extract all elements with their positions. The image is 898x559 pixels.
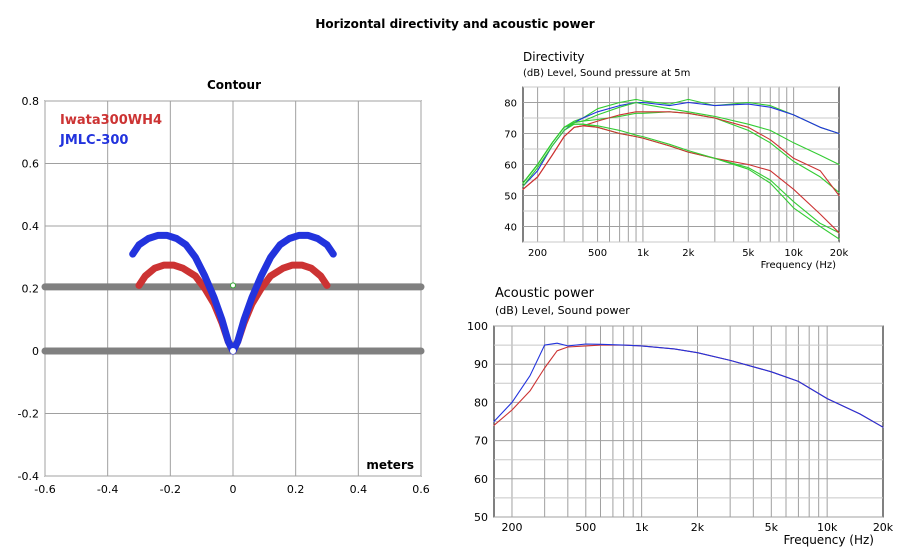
y-tick-label: 60 — [504, 161, 517, 172]
contour-chart: Contour -0.6 -0.4 -0.2 0 0.2 0.4 0.6 -0.4-0.20… — [18, 78, 430, 496]
contour-legend-jmlc: JMLC-300 — [59, 133, 128, 148]
y-tick-label: 0 — [32, 345, 39, 358]
x-tick-label: 0 — [230, 483, 237, 496]
acoustic-power-grid — [494, 325, 883, 518]
y-tick-label: 0.4 — [22, 220, 40, 233]
contour-series — [41, 231, 425, 355]
y-tick-label: 50 — [504, 192, 517, 203]
acoustic-power-title: Acoustic power — [495, 286, 595, 301]
y-tick-label: 80 — [504, 99, 517, 110]
directivity-series — [522, 98, 840, 240]
series-line-6 — [522, 111, 840, 197]
y-tick-label: 0.6 — [22, 158, 40, 171]
x-tick-label: 500 — [575, 521, 596, 534]
y-tick-label: 90 — [474, 358, 488, 371]
directivity-x-axis-label: Frequency (Hz) — [761, 260, 837, 271]
acoustic-power-y-ticks: 50 60 70 80 90 100 — [467, 320, 488, 524]
x-tick-label: 200 — [528, 248, 547, 259]
x-tick-label: 0.6 — [412, 483, 430, 496]
x-tick-label: 200 — [501, 521, 522, 534]
center-marker — [230, 282, 236, 289]
contour-legend-iwata: Iwata300WH4 — [60, 113, 162, 128]
y-tick-label: 70 — [504, 130, 517, 141]
y-tick-label: 50 — [474, 511, 488, 524]
x-tick-label: 2k — [691, 521, 705, 534]
x-tick-label: 5k — [742, 248, 754, 259]
contour-x-ticks: -0.6 -0.4 -0.2 0 0.2 0.4 0.6 — [34, 483, 429, 496]
acoustic-power-chart: Acoustic power (dB) Level, Sound power 2… — [467, 286, 894, 547]
y-tick-label: -0.2 — [18, 408, 39, 421]
y-tick-label: 80 — [474, 396, 488, 409]
directivity-y-ticks: 40 50 60 70 80 — [504, 99, 517, 234]
contour-y-ticks: -0.4 -0.2 0 0.2 0.4 0.6 0.8 — [18, 95, 39, 483]
y-tick-label: 0.2 — [22, 283, 40, 296]
y-tick-label: 0.8 — [22, 95, 40, 108]
contour-x-axis-label: meters — [366, 458, 414, 472]
acoustic-power-y-axis-label: (dB) Level, Sound power — [495, 304, 630, 317]
y-tick-label: 60 — [474, 473, 488, 486]
x-tick-label: -0.4 — [97, 483, 118, 496]
y-tick-label: 70 — [474, 435, 488, 448]
y-tick-label: 100 — [467, 320, 488, 333]
directivity-x-ticks: 200 500 1k 2k 5k 10k 20k — [528, 248, 848, 259]
figure-title: Horizontal directivity and acoustic powe… — [315, 17, 594, 31]
acoustic-power-x-ticks: 200 500 1k 2k 5k 10k 20k — [501, 521, 893, 534]
series-line-1 — [493, 342, 884, 428]
x-tick-label: -0.6 — [34, 483, 55, 496]
x-tick-label: 500 — [588, 248, 607, 259]
contour-title: Contour — [207, 78, 261, 92]
directivity-chart: Directivity (dB) Level, Sound pressure a… — [504, 50, 848, 271]
x-tick-label: 20k — [873, 521, 894, 534]
acoustic-power-x-axis-label: Frequency (Hz) — [784, 533, 875, 547]
origin-marker — [230, 348, 236, 354]
x-tick-label: 5k — [765, 521, 779, 534]
x-tick-label: 2k — [682, 248, 694, 259]
x-tick-label: 0.4 — [350, 483, 368, 496]
y-tick-label: -0.4 — [18, 470, 39, 483]
y-tick-label: 40 — [504, 223, 517, 234]
acoustic-power-series — [493, 342, 884, 428]
x-tick-label: 10k — [784, 248, 803, 259]
x-tick-label: 1k — [637, 248, 649, 259]
directivity-title: Directivity — [523, 50, 585, 64]
x-tick-label: 0.2 — [287, 483, 305, 496]
directivity-y-axis-label: (dB) Level, Sound pressure at 5m — [523, 68, 690, 79]
x-tick-label: 10k — [817, 521, 838, 534]
x-tick-label: 20k — [830, 248, 849, 259]
x-tick-label: -0.2 — [160, 483, 181, 496]
series-line-7 — [522, 123, 840, 240]
x-tick-label: 1k — [635, 521, 649, 534]
